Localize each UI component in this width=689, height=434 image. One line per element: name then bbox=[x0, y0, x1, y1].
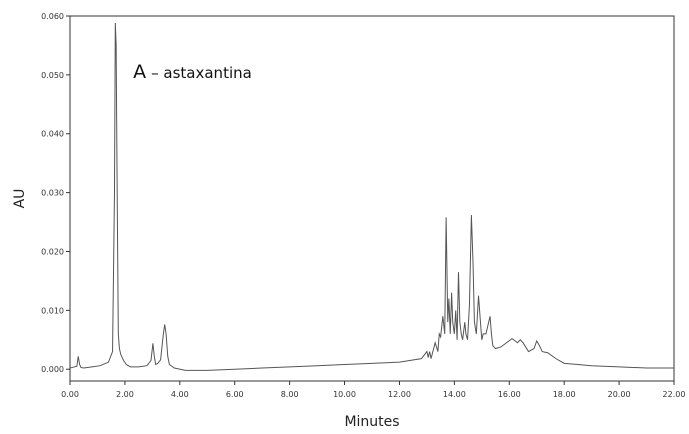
annotation-text: – astaxantina bbox=[151, 64, 252, 82]
y-tick-label: 0.060 bbox=[41, 12, 64, 21]
x-tick-label: 12.00 bbox=[388, 390, 411, 399]
y-tick-label: 0.010 bbox=[41, 306, 64, 315]
plot-border bbox=[69, 15, 675, 382]
y-axis: 0.000 0.010 0.020 0.030 0.040 0.050 0.060 bbox=[41, 12, 70, 374]
annotation-letter: A bbox=[133, 61, 146, 83]
x-tick-label: 16.00 bbox=[498, 390, 521, 399]
y-tick-label: 0.040 bbox=[41, 130, 64, 139]
x-tick-label: 10.00 bbox=[333, 390, 356, 399]
plot-frame bbox=[69, 15, 675, 382]
x-tick-label: 2.00 bbox=[116, 390, 134, 399]
y-tick-label: 0.020 bbox=[41, 247, 64, 256]
x-tick-label: 22.00 bbox=[663, 390, 686, 399]
series-line bbox=[69, 23, 674, 371]
y-tick-label: 0.030 bbox=[41, 189, 64, 198]
x-tick-label: 14.00 bbox=[443, 390, 466, 399]
x-axis-label: Minutes bbox=[344, 414, 399, 430]
x-tick-label: 20.00 bbox=[608, 390, 631, 399]
x-tick-label: 6.00 bbox=[226, 390, 244, 399]
x-tick-label: 18.00 bbox=[553, 390, 576, 399]
y-tick-label: 0.000 bbox=[41, 365, 64, 374]
x-tick-label: 0.00 bbox=[61, 390, 79, 399]
y-axis-label: AU bbox=[12, 189, 28, 209]
x-axis: 0.00 2.00 4.00 6.00 8.00 10.00 12.00 14.00 16.00… bbox=[61, 381, 685, 399]
x-tick-label: 8.00 bbox=[281, 390, 299, 399]
y-tick-label: 0.050 bbox=[41, 71, 64, 80]
x-tick-label: 4.00 bbox=[171, 390, 189, 399]
